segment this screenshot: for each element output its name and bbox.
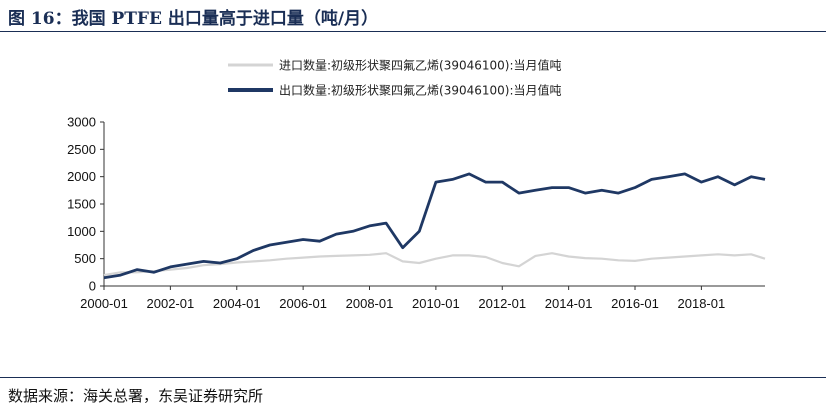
chart-legend: 进口数量:初级形状聚四氟乙烯(39046100):当月值吨出口数量:初级形状聚四… [228,58,562,98]
x-tick-label: 2008-01 [346,296,394,311]
x-tick-label: 2018-01 [678,296,726,311]
source-note: 数据来源：海关总署，东吴证券研究所 [8,387,264,405]
x-tick-label: 2006-01 [279,296,327,311]
top-rule [0,31,826,32]
bottom-rule [0,377,826,378]
legend-label-export: 出口数量:初级形状聚四氟乙烯(39046100):当月值吨 [279,83,562,98]
x-tick-label: 2016-01 [611,296,659,311]
x-tick-label: 2002-01 [147,296,195,311]
export-series-line [103,172,766,280]
line-chart: 进口数量:初级形状聚四氟乙烯(39046100):当月值吨出口数量:初级形状聚四… [67,58,766,311]
x-tick-label: 2014-01 [545,296,593,311]
import-series-line [103,252,766,277]
chart-plot-area [103,172,766,280]
y-tick-label: 3000 [67,115,96,130]
y-tick-label: 1500 [67,197,96,212]
x-tick-label: 2004-01 [213,296,261,311]
x-tick-label: 2000-01 [80,296,128,311]
chart-axes: 0 500 1000 1500 2000 2500 3000 2000-01 2002-01 20… [67,115,765,311]
y-tick-label: 1000 [67,224,96,239]
x-tick-label: 2012-01 [478,296,526,311]
y-tick-label: 2000 [67,169,96,184]
y-tick-label: 500 [74,251,96,266]
y-tick-label: 0 [89,279,96,294]
figure-title: 图 16：我国 PTFE 出口量高于进口量（吨/月） [8,9,379,29]
y-tick-label: 2500 [67,142,96,157]
x-tick-label: 2010-01 [412,296,460,311]
legend-label-import: 进口数量:初级形状聚四氟乙烯(39046100):当月值吨 [279,58,562,73]
